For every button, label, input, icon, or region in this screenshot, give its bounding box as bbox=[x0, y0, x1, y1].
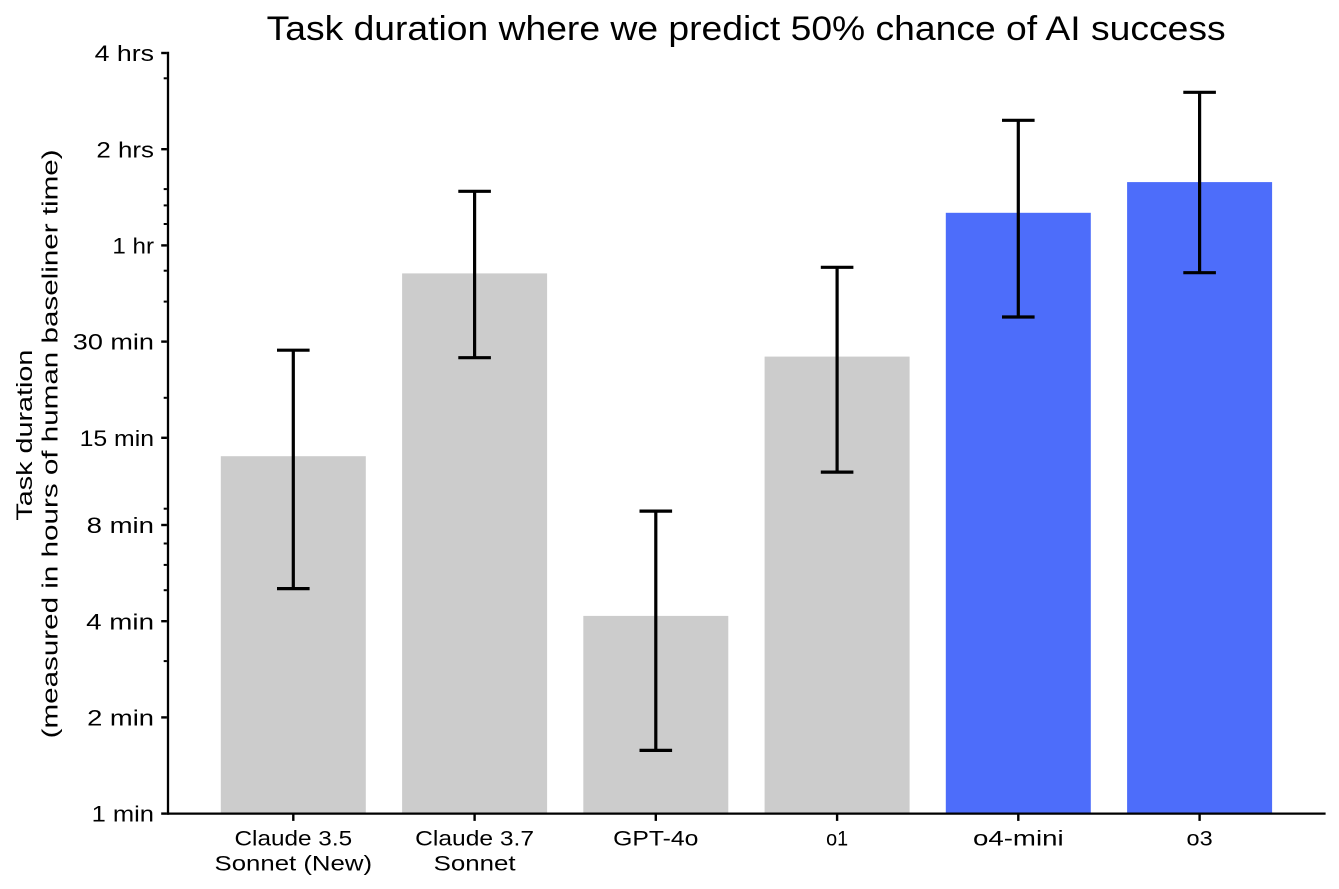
svg-text:4 hrs: 4 hrs bbox=[95, 41, 154, 66]
svg-text:2 hrs: 2 hrs bbox=[96, 137, 154, 162]
svg-text:o1: o1 bbox=[826, 827, 848, 850]
svg-text:1 hr: 1 hr bbox=[112, 234, 154, 259]
svg-text:8 min: 8 min bbox=[87, 513, 154, 538]
svg-text:4 min: 4 min bbox=[86, 609, 154, 634]
svg-text:15 min: 15 min bbox=[80, 426, 154, 451]
svg-text:30 min: 30 min bbox=[73, 330, 154, 355]
svg-text:(measured in hours of human ba: (measured in hours of human baseliner ti… bbox=[38, 149, 63, 738]
svg-text:Claude 3.5: Claude 3.5 bbox=[235, 827, 353, 850]
svg-text:Claude 3.7: Claude 3.7 bbox=[415, 827, 534, 850]
svg-text:GPT-4o: GPT-4o bbox=[613, 827, 698, 850]
svg-text:o4-mini: o4-mini bbox=[973, 827, 1064, 850]
svg-text:Sonnet (New): Sonnet (New) bbox=[215, 853, 373, 876]
svg-text:2 min: 2 min bbox=[87, 706, 154, 731]
svg-text:Task duration: Task duration bbox=[12, 350, 37, 521]
svg-text:Sonnet: Sonnet bbox=[434, 853, 516, 876]
svg-text:1 min: 1 min bbox=[92, 802, 154, 827]
svg-text:o3: o3 bbox=[1187, 827, 1213, 850]
svg-text:Task duration where we predict: Task duration where we predict 50% chanc… bbox=[267, 10, 1226, 48]
